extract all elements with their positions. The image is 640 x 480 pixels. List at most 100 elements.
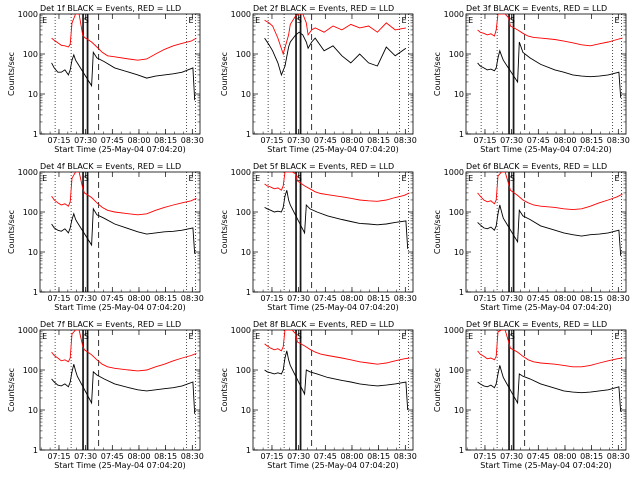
panel-det-1: Det 1f BLACK = Events, RED = LLD Counts/s… [7, 4, 204, 154]
x-tick-label: 08:00 [127, 136, 150, 145]
events-rate-line [477, 41, 622, 98]
y-tick-label: 1000 [18, 326, 38, 335]
x-tick-label: 07:15 [260, 452, 283, 461]
x-tick-label: 08:15 [367, 452, 390, 461]
chart-title: Det 9f BLACK = Events, RED = LLD [466, 320, 607, 329]
y-tick-label: 1000 [18, 10, 38, 19]
events-rate-line [51, 207, 196, 254]
x-tick-label: 08:30 [181, 294, 204, 303]
plot-frame [252, 13, 414, 135]
events-rate-line [264, 190, 409, 249]
marker-label: S [297, 16, 302, 25]
x-tick-label: 08:00 [127, 452, 150, 461]
y-tick-label: 10 [28, 248, 38, 257]
marker-label: E [42, 174, 47, 183]
x-tick-label: 08:00 [127, 294, 150, 303]
x-tick-label: 08:30 [607, 452, 630, 461]
y-axis-label: Counts/sec [433, 52, 442, 96]
x-tick-label: 08:15 [154, 452, 177, 461]
events-rate-line [51, 50, 196, 101]
y-tick-label: 1000 [444, 168, 464, 177]
y-tick-label: 1000 [18, 168, 38, 177]
x-tick-label: 08:15 [580, 136, 603, 145]
panel-det-5: Det 5f BLACK = Events, RED = LLD Counts/s… [220, 162, 417, 312]
y-tick-label: 10 [454, 90, 464, 99]
y-tick-label: 10 [241, 406, 251, 415]
x-tick-label: 07:45 [101, 294, 124, 303]
marker-label: E [468, 16, 473, 25]
panel-det-2: Det 2f BLACK = Events, RED = LLD Counts/s… [220, 4, 417, 154]
panel-det-7: Det 7f BLACK = Events, RED = LLD Counts/s… [7, 320, 204, 470]
marker-label: S [84, 174, 89, 183]
x-tick-label: 08:15 [154, 294, 177, 303]
chart-title: Det 4f BLACK = Events, RED = LLD [40, 162, 181, 171]
y-tick-label: 1 [33, 130, 38, 139]
x-tick-label: 07:45 [101, 452, 124, 461]
y-tick-label: 1 [459, 446, 464, 455]
y-tick-label: 1 [459, 130, 464, 139]
chart-title: Det 8f BLACK = Events, RED = LLD [253, 320, 394, 329]
panel-det-3: Det 3f BLACK = Events, RED = LLD Counts/s… [433, 4, 630, 154]
marker-label: E [188, 16, 193, 25]
x-tick-label: 07:45 [527, 452, 550, 461]
panel-det-4: Det 4f BLACK = Events, RED = LLD Counts/s… [7, 162, 204, 312]
x-axis-label: Start Time (25-May-04 07:04:20) [54, 303, 185, 312]
plot-frame [252, 171, 414, 293]
y-tick-label: 1000 [231, 10, 251, 19]
chart-title: Det 2f BLACK = Events, RED = LLD [253, 4, 394, 13]
y-axis-label: Counts/sec [433, 210, 442, 254]
x-tick-label: 07:30 [500, 452, 523, 461]
marker-label: E [468, 174, 473, 183]
chart-title: Det 3f BLACK = Events, RED = LLD [466, 4, 607, 13]
x-tick-label: 07:30 [500, 294, 523, 303]
y-tick-label: 100 [236, 208, 251, 217]
x-tick-label: 07:30 [287, 452, 310, 461]
x-tick-label: 08:15 [580, 452, 603, 461]
x-axis-label: Start Time (25-May-04 07:04:20) [480, 461, 611, 470]
marker-label: E [614, 174, 619, 183]
y-axis-label: Counts/sec [220, 210, 229, 254]
x-tick-label: 07:15 [47, 136, 70, 145]
x-tick-label: 08:15 [367, 294, 390, 303]
y-tick-label: 100 [236, 366, 251, 375]
y-tick-label: 1 [33, 446, 38, 455]
x-tick-label: 08:30 [607, 294, 630, 303]
x-tick-label: 07:30 [287, 136, 310, 145]
marker-label: E [468, 332, 473, 341]
chart-title: Det 1f BLACK = Events, RED = LLD [40, 4, 181, 13]
y-tick-label: 10 [241, 90, 251, 99]
lld-rate-line [477, 330, 623, 368]
events-rate-line [477, 365, 622, 412]
x-tick-label: 07:30 [74, 136, 97, 145]
lld-rate-line [264, 172, 410, 202]
x-tick-label: 08:00 [553, 452, 576, 461]
x-axis-label: Start Time (25-May-04 07:04:20) [480, 145, 611, 154]
marker-label: S [297, 332, 302, 341]
marker-label: E [42, 332, 47, 341]
events-rate-line [264, 31, 407, 77]
x-tick-label: 07:15 [473, 452, 496, 461]
x-tick-label: 07:45 [314, 294, 337, 303]
events-rate-line [51, 364, 196, 414]
x-tick-label: 08:00 [340, 452, 363, 461]
y-axis-label: Counts/sec [433, 368, 442, 412]
y-tick-label: 10 [241, 248, 251, 257]
chart-title: Det 7f BLACK = Events, RED = LLD [40, 320, 181, 329]
marker-label: E [255, 174, 260, 183]
x-tick-label: 07:15 [260, 136, 283, 145]
y-tick-label: 1000 [231, 168, 251, 177]
y-tick-label: 100 [449, 366, 464, 375]
x-tick-label: 08:00 [553, 294, 576, 303]
x-tick-label: 07:15 [47, 294, 70, 303]
lld-rate-line [264, 14, 406, 56]
y-tick-label: 100 [23, 208, 38, 217]
events-rate-line [477, 204, 622, 256]
x-tick-label: 08:15 [154, 136, 177, 145]
y-axis-label: Counts/sec [220, 52, 229, 96]
marker-label: S [510, 174, 515, 183]
y-tick-label: 1 [459, 288, 464, 297]
plot-frame [39, 171, 201, 293]
lld-rate-line [51, 14, 197, 61]
lld-rate-line [477, 14, 623, 47]
